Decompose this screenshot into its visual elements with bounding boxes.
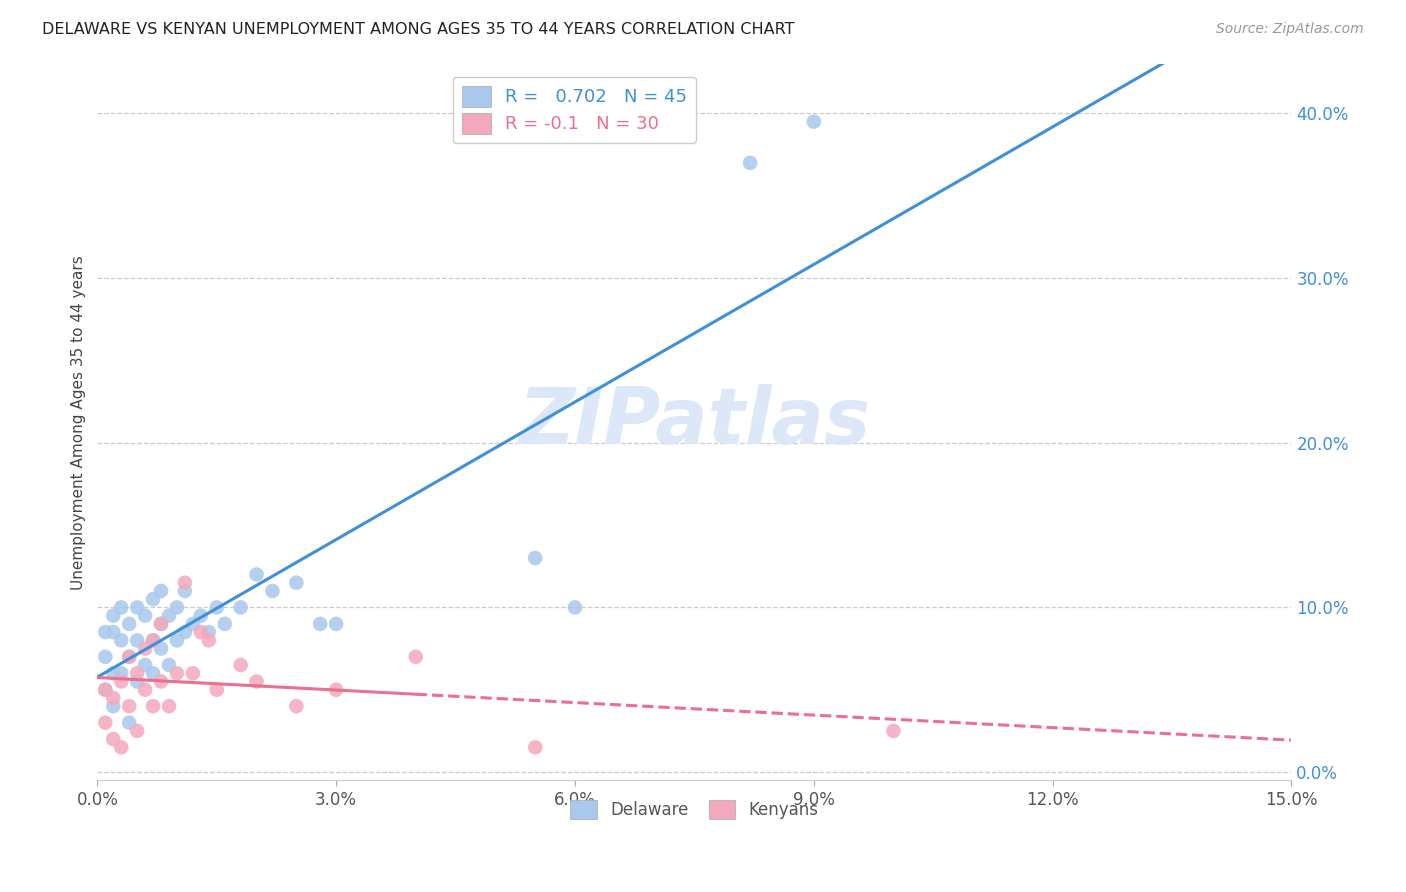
Point	[181, 666, 204, 681]
Point	[803, 114, 825, 128]
Point	[309, 616, 332, 631]
Point	[245, 674, 267, 689]
Point	[127, 633, 149, 648]
Point	[127, 674, 149, 689]
Point	[142, 633, 165, 648]
Point	[229, 600, 252, 615]
Point	[205, 682, 228, 697]
Point	[134, 682, 156, 697]
Point	[181, 616, 204, 631]
Point	[524, 740, 547, 755]
Point	[157, 699, 180, 714]
Point	[103, 666, 125, 681]
Point	[166, 600, 188, 615]
Point	[134, 641, 156, 656]
Point	[127, 723, 149, 738]
Point	[110, 674, 132, 689]
Point	[157, 658, 180, 673]
Point	[174, 625, 197, 640]
Point	[229, 658, 252, 673]
Point	[740, 156, 762, 170]
Point	[150, 616, 173, 631]
Point	[94, 715, 117, 730]
Point	[150, 616, 173, 631]
Point	[118, 649, 141, 664]
Point	[110, 600, 132, 615]
Point	[166, 666, 188, 681]
Point	[142, 592, 165, 607]
Point	[174, 583, 197, 598]
Point	[103, 699, 125, 714]
Legend: Delaware, Kenyans: Delaware, Kenyans	[564, 793, 825, 826]
Point	[94, 649, 117, 664]
Point	[118, 616, 141, 631]
Point	[94, 625, 117, 640]
Point	[103, 608, 125, 623]
Point	[142, 633, 165, 648]
Point	[150, 583, 173, 598]
Point	[198, 625, 221, 640]
Point	[103, 690, 125, 705]
Point	[285, 699, 308, 714]
Point	[118, 715, 141, 730]
Point	[110, 740, 132, 755]
Point	[150, 641, 173, 656]
Point	[405, 649, 427, 664]
Point	[118, 699, 141, 714]
Point	[882, 723, 904, 738]
Point	[205, 600, 228, 615]
Point	[142, 699, 165, 714]
Point	[524, 551, 547, 566]
Text: DELAWARE VS KENYAN UNEMPLOYMENT AMONG AGES 35 TO 44 YEARS CORRELATION CHART: DELAWARE VS KENYAN UNEMPLOYMENT AMONG AG…	[42, 22, 794, 37]
Point	[134, 608, 156, 623]
Point	[285, 575, 308, 590]
Point	[262, 583, 284, 598]
Point	[134, 658, 156, 673]
Point	[142, 666, 165, 681]
Point	[103, 625, 125, 640]
Point	[325, 682, 347, 697]
Point	[110, 666, 132, 681]
Point	[127, 600, 149, 615]
Point	[214, 616, 236, 631]
Point	[325, 616, 347, 631]
Text: Source: ZipAtlas.com: Source: ZipAtlas.com	[1216, 22, 1364, 37]
Y-axis label: Unemployment Among Ages 35 to 44 years: Unemployment Among Ages 35 to 44 years	[72, 255, 86, 590]
Point	[166, 633, 188, 648]
Point	[150, 674, 173, 689]
Point	[118, 649, 141, 664]
Text: ZIPatlas: ZIPatlas	[519, 384, 870, 460]
Point	[94, 682, 117, 697]
Point	[564, 600, 586, 615]
Point	[245, 567, 267, 582]
Point	[190, 625, 212, 640]
Point	[157, 608, 180, 623]
Point	[190, 608, 212, 623]
Point	[94, 682, 117, 697]
Point	[103, 732, 125, 747]
Point	[110, 633, 132, 648]
Point	[198, 633, 221, 648]
Point	[127, 666, 149, 681]
Point	[174, 575, 197, 590]
